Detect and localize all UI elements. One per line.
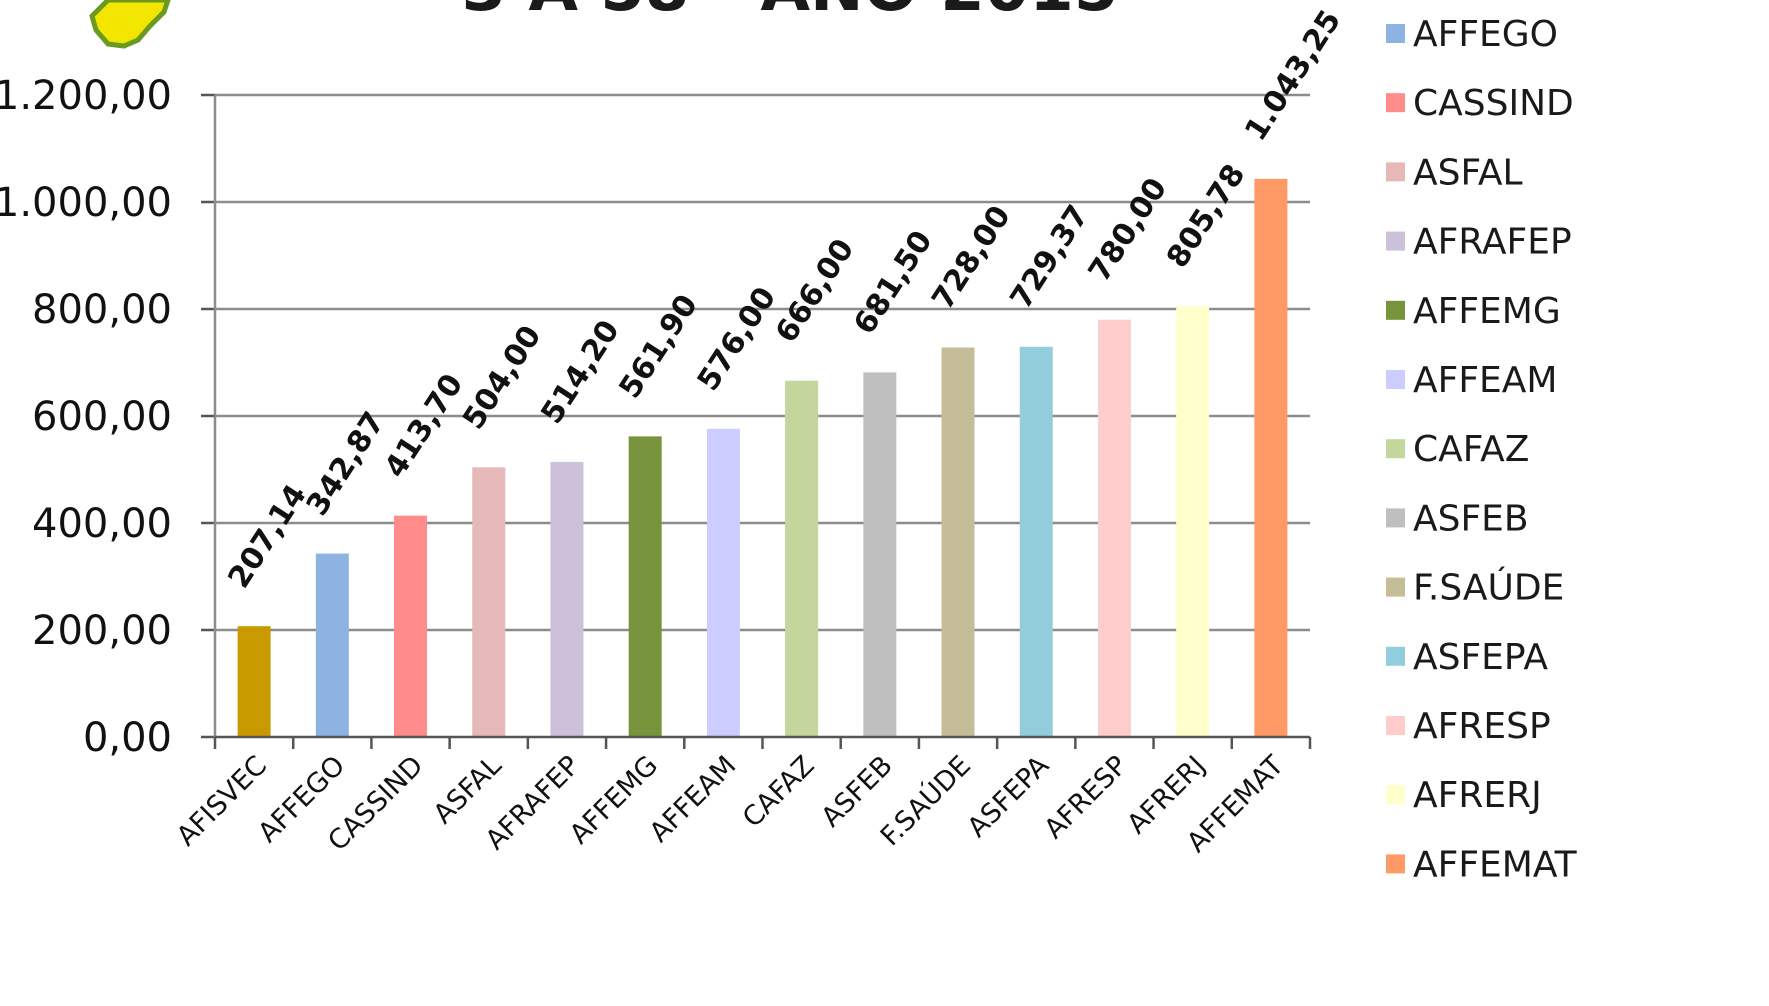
legend-item: ASFEPA [1386,637,1548,678]
bar-afisvec [237,626,271,737]
x-tick-label: CAFAZ [737,750,821,834]
data-label: 681,50 [847,225,939,341]
bar-affeam [706,428,740,737]
legend-item: AFFEAM [1386,360,1557,401]
bar-afresp [1097,319,1131,737]
y-tick-label: 200,00 [32,608,172,654]
legend-swatch [1386,716,1405,735]
bar-afrerj [1176,305,1210,737]
y-tick-label: 1.000,00 [0,180,172,226]
legend-swatch [1386,162,1405,182]
y-tick-label: 0,00 [83,715,172,761]
legend-swatch [1386,231,1405,251]
legend-label: CAFAZ [1413,429,1529,470]
bar-asfal [472,467,506,737]
legend-label: CASSIND [1413,83,1574,124]
y-tick-label: 1.200,00 [0,73,172,119]
data-label: 1.043,25 [1238,4,1348,147]
bar-cafaz [785,380,819,737]
bar-asfepa [1019,346,1053,737]
y-tick-label: 600,00 [32,394,172,440]
legend-item: ASFAL [1386,152,1523,193]
legend-label: AFRERJ [1413,775,1542,816]
bar-cassind [394,515,428,737]
legend-item: ASFEB [1386,498,1529,539]
data-label: 514,20 [534,314,626,430]
legend-swatch [1386,508,1405,528]
legend-swatch [1386,439,1405,459]
x-tick-label: AFRESP [1038,750,1133,845]
logo [89,0,171,49]
data-label: 413,70 [378,368,470,484]
bar-affemat [1254,178,1288,737]
legend-label: AFRESP [1413,706,1551,747]
legend-swatch [1386,854,1405,874]
legend-label: ASFEB [1413,498,1529,539]
map-logo-icon [89,0,171,49]
axes [213,95,1312,749]
data-label: 207,14 [221,478,313,594]
data-label: 666,00 [769,233,861,349]
x-axis-ticks: AFISVECAFFEGOCASSINDASFALAFRAFEPAFFEMGAF… [171,749,1290,858]
data-label: 780,00 [1082,172,1174,288]
x-tick-label: AFISVEC [171,750,273,852]
data-label: 504,00 [456,320,548,436]
bar-affemg [628,436,662,737]
legend-swatch [1386,24,1405,43]
legend: AFFEGO CASSIND ASFAL AFRAFEP AFFEMG AFFEAM CAF… [1386,14,1578,885]
legend-item: CAFAZ [1386,429,1529,470]
legend-item: CASSIND [1386,83,1574,124]
legend-label: AFFEMAT [1413,844,1578,885]
legend-item: F.SAÚDE [1386,567,1564,609]
legend-swatch [1386,370,1405,389]
legend-label: AFFEMG [1413,291,1561,332]
x-tick-label: ASFEPA [962,750,1056,844]
legend-item: AFRERJ [1386,775,1542,816]
bar-affego [315,553,349,737]
x-tick-label: AFFEAM [644,750,743,849]
legend-label: F.SAÚDE [1413,567,1564,609]
data-label: 561,90 [613,289,705,405]
legend-item: AFRESP [1386,706,1551,747]
chart-title: 3 A 58 - ANO 2015 [462,0,1119,26]
bar-afrafep [550,461,584,737]
legend-label: AFFEAM [1413,360,1557,401]
legend-swatch [1386,646,1405,666]
legend-label: AFRAFEP [1413,222,1572,263]
data-label: 576,00 [691,281,783,397]
legend-item: AFFEGO [1386,14,1558,55]
legend-label: ASFAL [1413,152,1523,193]
legend-swatch [1386,785,1405,805]
data-label: 805,78 [1160,158,1252,274]
legend-swatch [1386,300,1405,320]
y-axis-ticks: 0,00 200,00 400,00 600,00 800,00 1.000,00 1.20… [0,73,215,761]
bars [237,178,1288,737]
legend-label: ASFEPA [1413,637,1548,678]
legend-swatch [1386,577,1405,597]
legend-item: AFFEMG [1386,291,1561,332]
y-tick-label: 400,00 [32,501,172,547]
legend-item: AFFEMAT [1386,844,1578,885]
legend-swatch [1386,93,1405,113]
bar-asfeb [863,372,897,737]
bar-f-sa-de [941,347,975,737]
data-label: 728,00 [925,200,1017,316]
y-tick-label: 800,00 [32,287,172,333]
data-label: 729,37 [1004,199,1096,315]
legend-item: AFRAFEP [1386,222,1572,263]
legend-label: AFFEGO [1413,14,1558,55]
